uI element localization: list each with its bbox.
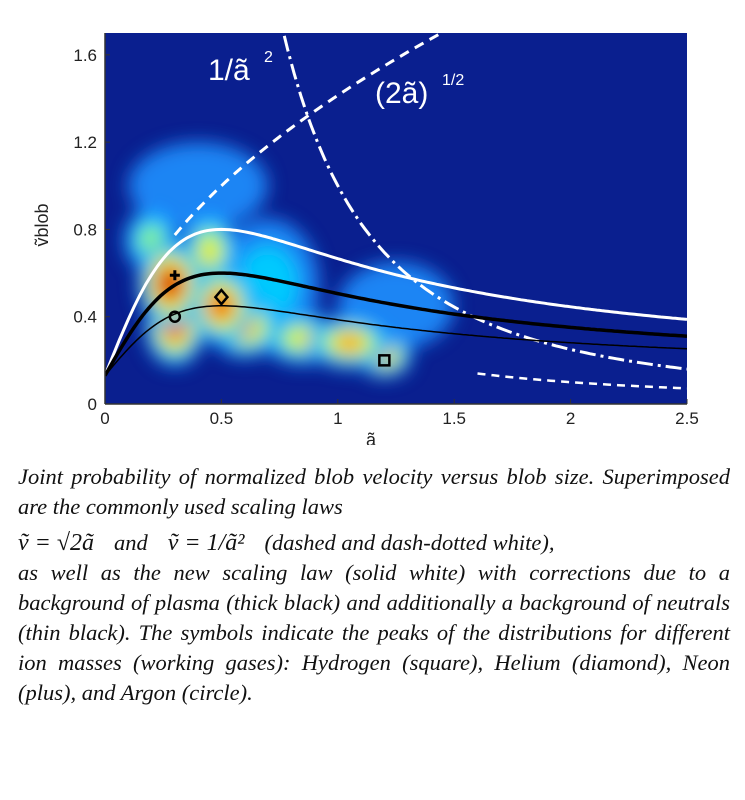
figure-caption: Joint probability of normalized blob vel…	[18, 462, 730, 708]
curve-sqrt-dashed	[220, 33, 445, 187]
curve-new-scaling-white	[105, 227, 687, 377]
marker-helium	[213, 288, 230, 306]
caption-formulas: ṽ = √2ã and ṽ = 1/ã² (dashed and dash-do…	[18, 528, 568, 558]
formula-description: (dashed and dash-dotted white),	[264, 530, 555, 555]
formula-and: and	[114, 530, 148, 555]
curve-plasma-thick-black	[105, 271, 687, 377]
curve-tail-dashed	[477, 372, 687, 390]
formula-inverse-square: ṽ = 1/ã²	[167, 530, 245, 556]
annotation-inverse-square: 1/ã	[208, 54, 250, 87]
x-tick-label: 0.5	[210, 409, 234, 428]
y-tick-label: 0.8	[73, 220, 97, 239]
curve-sqrt-dashed-low	[173, 184, 223, 236]
x-tick-label: 0	[100, 409, 109, 428]
heat-blob-0-1	[128, 142, 268, 230]
heat-blob-4-4	[200, 238, 220, 265]
formula-sqrt: ṽ = √2ã	[18, 530, 95, 556]
y-tick-label: 0.4	[73, 308, 97, 327]
caption-line-1: Joint probability of normalized blob vel…	[18, 464, 730, 519]
marker-argon	[168, 310, 182, 323]
x-tick-label: 1	[333, 409, 342, 428]
x-tick-label: 1.5	[442, 409, 466, 428]
y-axis-label: ṽblob	[32, 203, 52, 246]
annotation-sqrt: (2ã)	[375, 77, 428, 110]
y-tick-label: 1.6	[73, 46, 97, 65]
chart-svg: 0 0.5 1 1.5 2 2.5 0 0.4 0.8 1.2 1.6 ã ṽblob 1/ã 2 (2ã)…	[32, 33, 699, 450]
y-tick-label: 1.2	[73, 133, 97, 152]
x-axis-label: ã	[366, 430, 377, 445]
heat-blob-8-5	[338, 335, 361, 351]
curve-inverse-square-dashdot	[282, 35, 687, 371]
x-tick-label: 2.5	[675, 409, 699, 428]
x-tick-label: 2	[566, 409, 575, 428]
caption-line-2: as well as the new scaling law (solid wh…	[18, 560, 730, 705]
annotation-inverse-square-exponent: 2	[264, 49, 273, 66]
annotation-sqrt-exponent: 1/2	[442, 72, 464, 89]
y-tick-label: 0	[88, 395, 97, 414]
chart-figure: 0 0.5 1 1.5 2 2.5 0 0.4 0.8 1.2 1.6 ã ṽblob 1/ã 2 (2ã)…	[32, 33, 699, 450]
marker-hydrogen	[378, 354, 391, 367]
curve-neutrals-thin-black	[105, 305, 687, 377]
